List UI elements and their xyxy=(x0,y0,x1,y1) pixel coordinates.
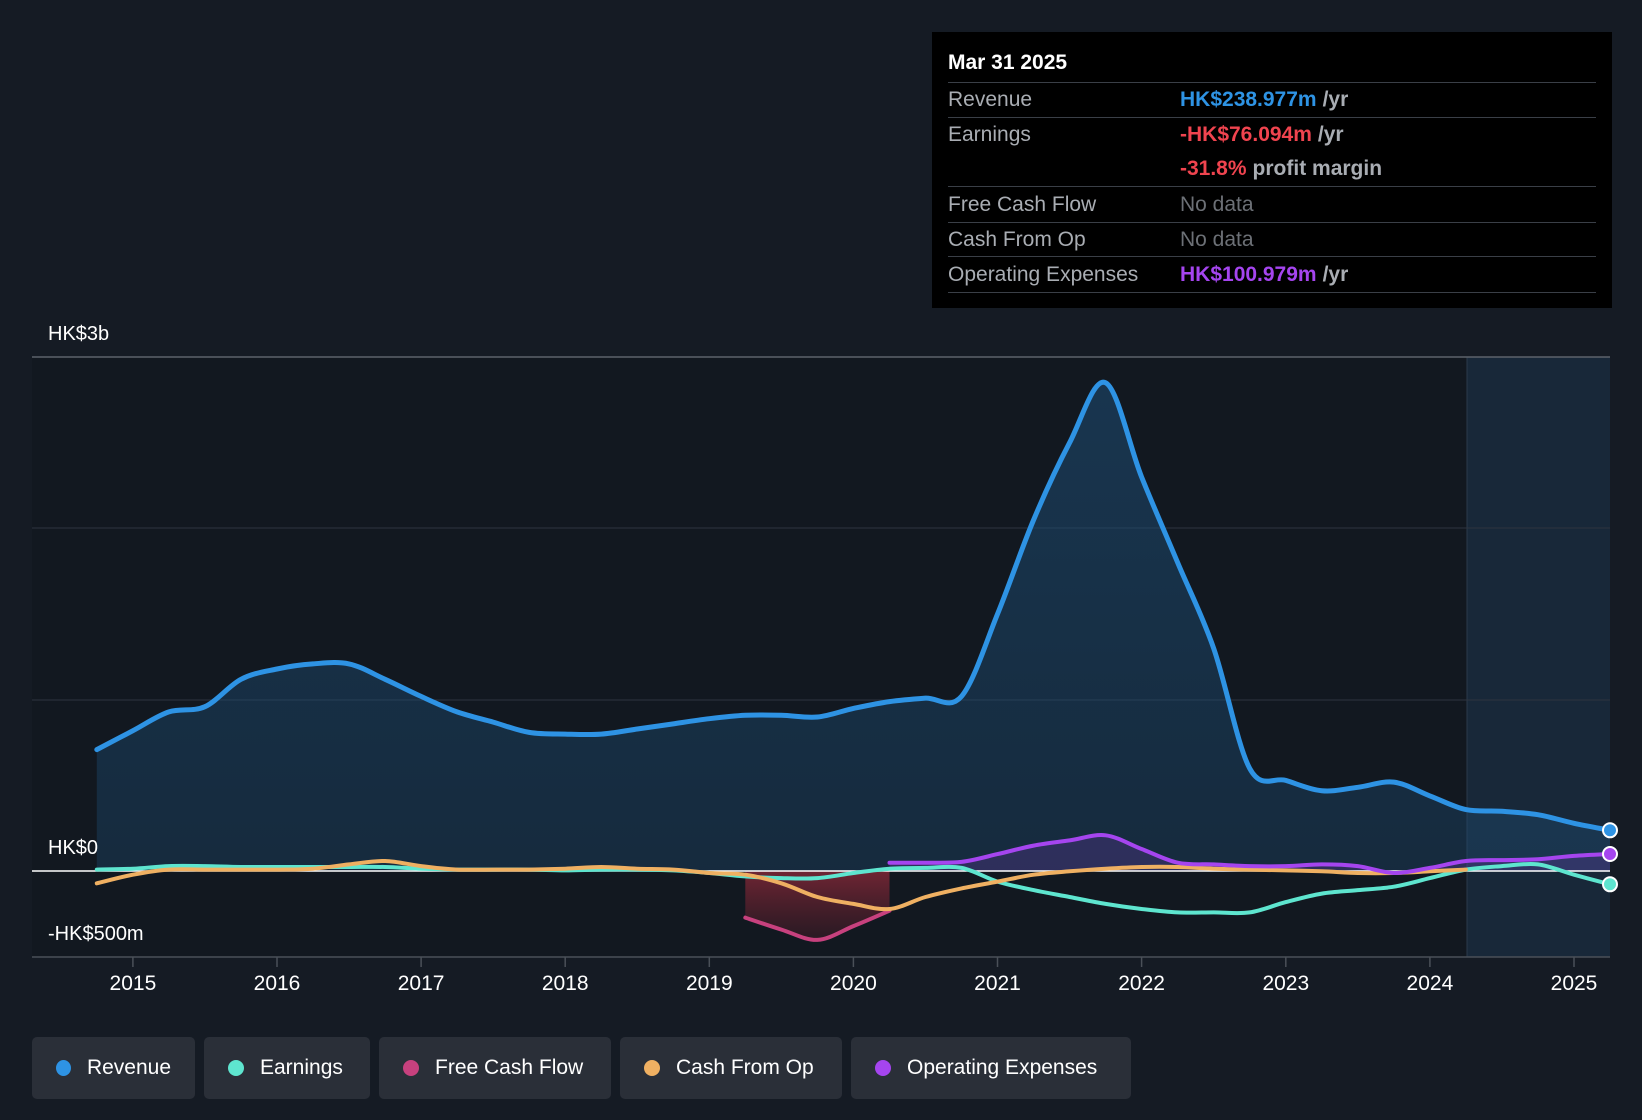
legend-item-earnings[interactable]: Earnings xyxy=(204,1037,370,1099)
legend-item-free-cash-flow[interactable]: Free Cash Flow xyxy=(379,1037,611,1099)
legend-label: Revenue xyxy=(86,1056,171,1079)
tooltip-value: -HK$76.094m xyxy=(1180,123,1312,146)
revenue-area xyxy=(96,382,1610,872)
legend: Revenue Earnings Free Cash Flow Cash Fro… xyxy=(32,1037,1140,1099)
tooltip-value: HK$238.977m xyxy=(1180,88,1317,111)
tooltip-panel: Mar 31 2025 Revenue HK$238.977m /yr Earn… xyxy=(932,32,1612,308)
tooltip-row-revenue: Revenue HK$238.977m /yr xyxy=(948,82,1596,117)
tooltip-value: No data xyxy=(1180,192,1254,216)
revenue-line[interactable] xyxy=(94,379,1613,833)
tooltip-label: Free Cash Flow xyxy=(948,192,1097,216)
dot-icon xyxy=(875,1060,891,1076)
free-cash-flow-line[interactable] xyxy=(743,908,892,942)
earnings-line[interactable] xyxy=(94,861,1612,916)
x-tick-label: 2018 xyxy=(542,972,589,995)
cash-from-op-line[interactable] xyxy=(94,858,1468,912)
x-tick-label: 2017 xyxy=(398,972,445,995)
tooltip-value: -31.8% xyxy=(1180,157,1247,180)
tooltip-row-opex: Operating Expenses HK$100.979m /yr xyxy=(948,256,1596,293)
tooltip-unit: /yr xyxy=(1322,88,1349,111)
legend-item-cash-from-op[interactable]: Cash From Op xyxy=(620,1037,842,1099)
x-tick-label: 2015 xyxy=(110,972,157,995)
tooltip-label: Operating Expenses xyxy=(948,262,1139,286)
y-axis-label-bottom: -HK$500m xyxy=(48,923,144,945)
dot-icon xyxy=(56,1060,71,1076)
legend-item-operating-expenses[interactable]: Operating Expenses xyxy=(851,1037,1131,1099)
dot-icon xyxy=(228,1060,244,1076)
tooltip-row-earnings: Earnings -HK$76.094m /yr xyxy=(948,117,1596,152)
operating-expenses-endpoint-marker[interactable] xyxy=(1602,846,1618,862)
tooltip-label: Earnings xyxy=(948,123,1031,146)
tooltip-value: No data xyxy=(1180,227,1254,251)
operating-expenses-area xyxy=(889,835,1610,874)
legend-label: Free Cash Flow xyxy=(435,1056,584,1079)
x-tick-label: 2020 xyxy=(830,972,877,995)
operating-expenses-line[interactable] xyxy=(887,833,1612,876)
tooltip-label: Cash From Op xyxy=(948,227,1086,251)
x-tick-label: 2025 xyxy=(1551,972,1598,995)
revenue-endpoint-marker[interactable] xyxy=(1602,822,1618,839)
x-tick-label: 2023 xyxy=(1262,972,1309,995)
tooltip-row-cfo: Cash From Op No data xyxy=(948,222,1596,256)
x-tick-label: 2021 xyxy=(974,972,1021,995)
earnings-endpoint-marker[interactable] xyxy=(1602,876,1618,893)
tooltip-label: Revenue xyxy=(948,88,1033,111)
legend-label: Operating Expenses xyxy=(907,1056,1098,1079)
free-cash-flow-area xyxy=(745,871,890,940)
legend-label: Earnings xyxy=(260,1056,343,1079)
x-tick-label: 2019 xyxy=(686,972,733,995)
tooltip-row-margin: -31.8% profit margin xyxy=(948,152,1596,186)
dot-icon xyxy=(403,1060,419,1076)
tooltip-unit: profit margin xyxy=(1252,157,1383,180)
legend-item-revenue[interactable]: Revenue xyxy=(32,1037,195,1099)
x-tick-label: 2022 xyxy=(1118,972,1165,995)
tooltip-date: Mar 31 2025 xyxy=(948,51,1068,74)
tooltip-value: HK$100.979m xyxy=(1180,262,1317,286)
tooltip-unit: /yr xyxy=(1317,123,1344,146)
legend-label: Cash From Op xyxy=(676,1056,814,1079)
y-axis-label-zero: HK$0 xyxy=(48,837,98,859)
tooltip-unit: /yr xyxy=(1322,262,1349,286)
x-tick-label: 2024 xyxy=(1407,972,1454,995)
y-axis-label-top: HK$3b xyxy=(48,323,109,345)
tooltip-row-fcf: Free Cash Flow No data xyxy=(948,186,1596,222)
dot-icon xyxy=(644,1060,660,1076)
x-tick-label: 2016 xyxy=(254,972,301,995)
